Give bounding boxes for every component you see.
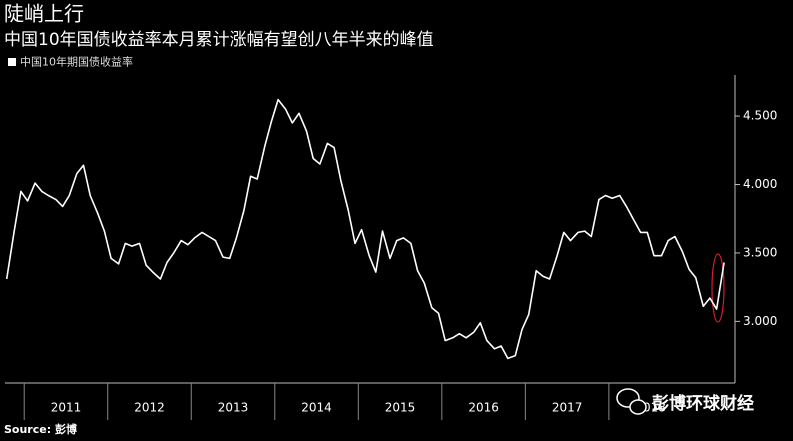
watermark-icon xyxy=(616,388,640,408)
x-tick-label: 2013 xyxy=(218,401,249,415)
x-tick-label: 2012 xyxy=(134,401,165,415)
line-series xyxy=(5,98,725,360)
watermark: 彭博环球财经 xyxy=(616,388,754,415)
x-tick-label: 2017 xyxy=(552,401,583,415)
y-tick-label: 4.500 xyxy=(743,109,777,123)
chart-subtitle: 中国10年国债收益率本月累计涨幅有望创八年半来的峰值 xyxy=(4,30,434,50)
watermark-text: 彭博环球财经 xyxy=(652,393,754,414)
legend-swatch xyxy=(8,58,16,66)
highlight-ellipse xyxy=(711,253,725,323)
legend-label: 中国10年期国债收益率 xyxy=(20,55,133,69)
x-tick-label: 2011 xyxy=(51,401,82,415)
chart-title: 陡峭上行 xyxy=(4,2,84,26)
source: Source: 彭博 xyxy=(4,422,77,436)
y-tick-label: 3.500 xyxy=(743,245,777,259)
x-tick-label: 2014 xyxy=(301,401,332,415)
x-tick-label: 2015 xyxy=(385,401,416,415)
watermark-icon xyxy=(629,399,647,415)
y-tick-label: 4.000 xyxy=(743,177,777,191)
y-tick-label: 3.000 xyxy=(743,314,777,328)
x-tick-label: 2016 xyxy=(468,401,499,415)
